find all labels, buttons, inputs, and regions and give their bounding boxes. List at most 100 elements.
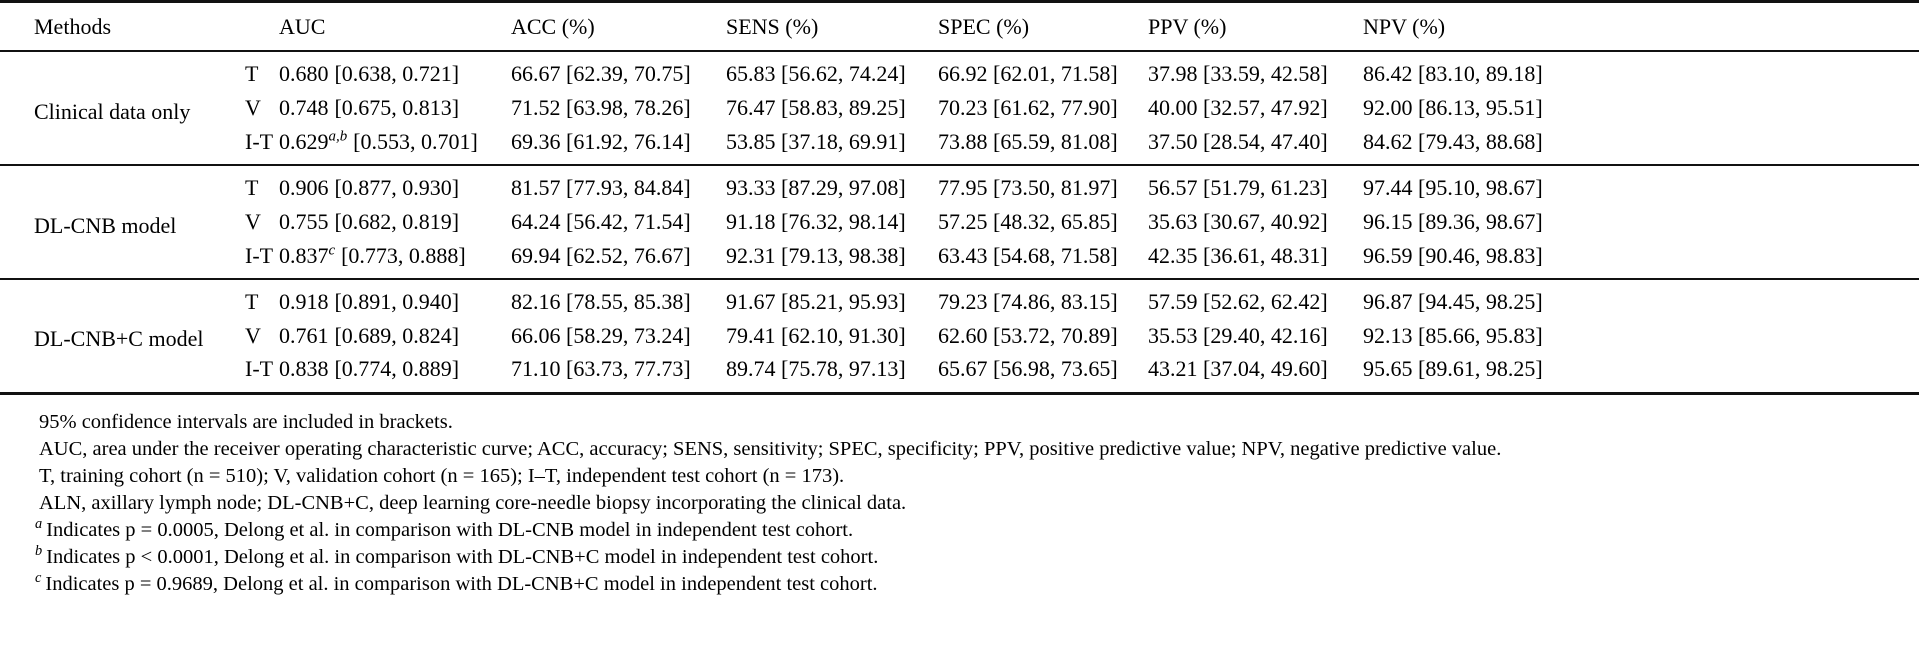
- cell-ppv: 56.57 [51.79, 61.23]: [1148, 175, 1328, 200]
- footnote-text: Indicates p = 0.9689, Delong et al. in c…: [45, 572, 878, 595]
- group-dl-cnb-model: DL-CNB model T 0.906 [0.877, 0.930] 81.57…: [0, 165, 1919, 279]
- cohort-label: I-T: [245, 242, 274, 268]
- cell-spec: 66.92 [62.01, 71.58]: [938, 61, 1118, 86]
- table-row: V 0.761 [0.689, 0.824] 66.06 [58.29, 73.2…: [0, 317, 1919, 355]
- cell-auc: 0.755 [0.682, 0.819]: [279, 203, 511, 241]
- auc-value: 0.680: [279, 61, 329, 86]
- auc-value: 0.906: [279, 175, 329, 200]
- footnote-text: T, training cohort (n = 510); V, validat…: [39, 464, 845, 487]
- footnote-b: b Indicates p < 0.0001, Delong et al. in …: [35, 543, 1899, 571]
- cell-sens: 79.41 [62.10, 91.30]: [726, 323, 906, 348]
- auc-value: 0.918: [279, 289, 329, 314]
- table-row: DL-CNB+C model T 0.918 [0.891, 0.940] 82.…: [0, 279, 1919, 351]
- cell-sens: 91.67 [85.21, 95.93]: [726, 289, 906, 314]
- footnote-cohorts: T, training cohort (n = 510); V, validat…: [35, 463, 1899, 490]
- footnote-text: AUC, area under the receiver operating c…: [39, 437, 1502, 460]
- cell-sens: 93.33 [87.29, 97.08]: [726, 175, 906, 200]
- footnotes-block: 95% confidence intervals are included in…: [0, 395, 1919, 598]
- cell-sens: 89.74 [75.78, 97.13]: [726, 356, 906, 382]
- cell-npv: 84.62 [79.43, 88.68]: [1363, 128, 1543, 154]
- cell-sens: 53.85 [37.18, 69.91]: [726, 128, 906, 154]
- cell-sens: 91.18 [76.32, 98.14]: [726, 209, 906, 234]
- cell-npv: 92.00 [86.13, 95.51]: [1363, 95, 1543, 120]
- cell-ppv: 40.00 [32.57, 47.92]: [1148, 95, 1328, 120]
- cell-acc: 82.16 [78.55, 85.38]: [511, 289, 691, 314]
- cell-spec: 65.67 [56.98, 73.65]: [938, 356, 1118, 382]
- cohort-label: V: [245, 209, 261, 234]
- header-sens: SENS (%): [726, 14, 819, 39]
- table-header-row: Methods AUC ACC (%) SENS (%) SPEC (%) PP…: [0, 1, 1919, 52]
- cell-sens: 65.83 [56.62, 74.24]: [726, 61, 906, 86]
- cell-sens: 92.31 [79.13, 98.38]: [726, 242, 906, 268]
- footnote-c: c Indicates p = 0.9689, Delong et al. in …: [35, 570, 1899, 598]
- cell-ppv: 42.35 [36.61, 48.31]: [1148, 242, 1328, 268]
- cell-acc: 71.10 [63.73, 77.73]: [511, 356, 691, 382]
- cell-ppv: 43.21 [37.04, 49.60]: [1148, 356, 1328, 382]
- auc-ci: [0.891, 0.940]: [334, 289, 460, 314]
- method-label: DL-CNB+C model: [34, 326, 204, 352]
- table-row: I-T 0.837c [0.773, 0.888] 69.94 [62.52, 7…: [0, 241, 1919, 279]
- cell-auc: 0.838 [0.774, 0.889]: [279, 355, 511, 393]
- cohort-label: V: [245, 323, 261, 348]
- table-row: I-T 0.838 [0.774, 0.889] 71.10 [63.73, 77…: [0, 355, 1919, 393]
- header-auc: AUC: [279, 14, 326, 39]
- cell-ppv: 35.63 [30.67, 40.92]: [1148, 209, 1328, 234]
- header-cohort: [245, 2, 279, 52]
- header-ppv: PPV (%): [1148, 14, 1227, 39]
- cell-acc: 69.36 [61.92, 76.14]: [511, 128, 691, 154]
- group-dl-cnb-plus-c-model: DL-CNB+C model T 0.918 [0.891, 0.940] 82.…: [0, 279, 1919, 393]
- footnote-text: Indicates p < 0.0001, Delong et al. in c…: [46, 545, 879, 568]
- footnote-aln: ALN, axillary lymph node; DL-CNB+C, deep…: [35, 490, 1899, 517]
- cell-ppv: 37.50 [28.54, 47.40]: [1148, 128, 1328, 154]
- cell-npv: 97.44 [95.10, 98.67]: [1363, 175, 1543, 200]
- auc-value: 0.837: [279, 242, 329, 268]
- table-row: I-T 0.629a,b [0.553, 0.701] 69.36 [61.92,…: [0, 127, 1919, 165]
- auc-ci: [0.682, 0.819]: [334, 209, 460, 234]
- cell-spec: 62.60 [53.72, 70.89]: [938, 323, 1118, 348]
- cohort-label: T: [245, 61, 259, 86]
- auc-ci: [0.774, 0.889]: [334, 356, 460, 382]
- method-label: DL-CNB model: [34, 212, 177, 238]
- footnote-marker: a: [35, 515, 43, 532]
- footnote-text: 95% confidence intervals are included in…: [39, 410, 453, 433]
- auc-superscript: c: [328, 242, 336, 259]
- cohort-label: I-T: [245, 356, 274, 382]
- cell-acc: 66.06 [58.29, 73.24]: [511, 323, 691, 348]
- cell-acc: 69.94 [62.52, 76.67]: [511, 242, 691, 268]
- cell-npv: 86.42 [83.10, 89.18]: [1363, 61, 1543, 86]
- cell-spec: 70.23 [61.62, 77.90]: [938, 95, 1118, 120]
- cell-auc: 0.837c [0.773, 0.888]: [279, 241, 511, 279]
- cell-spec: 77.95 [73.50, 81.97]: [938, 175, 1118, 200]
- auc-ci: [0.553, 0.701]: [353, 128, 478, 154]
- cell-npv: 96.59 [90.46, 98.83]: [1363, 242, 1543, 268]
- cell-npv: 95.65 [89.61, 98.25]: [1363, 356, 1543, 382]
- auc-ci: [0.638, 0.721]: [334, 61, 460, 86]
- header-acc: ACC (%): [511, 14, 595, 39]
- header-methods: Methods: [34, 14, 111, 39]
- cell-auc: 0.761 [0.689, 0.824]: [279, 317, 511, 355]
- results-table: Methods AUC ACC (%) SENS (%) SPEC (%) PP…: [0, 1, 1919, 393]
- table-row: Clinical data only T 0.680 [0.638, 0.721]…: [0, 51, 1919, 124]
- cell-auc: 0.748 [0.675, 0.813]: [279, 89, 511, 127]
- footnote-a: a Indicates p = 0.0005, Delong et al. in …: [35, 515, 1899, 544]
- cell-spec: 73.88 [65.59, 81.08]: [938, 128, 1118, 154]
- cohort-label: T: [245, 289, 259, 314]
- cell-auc: 0.680 [0.638, 0.721]: [279, 51, 511, 89]
- cell-auc: 0.629a,b [0.553, 0.701]: [279, 127, 511, 165]
- cohort-label: T: [245, 175, 259, 200]
- auc-value: 0.761: [279, 323, 329, 348]
- table-row: DL-CNB model T 0.906 [0.877, 0.930] 81.57…: [0, 165, 1919, 238]
- cell-sens: 76.47 [58.83, 89.25]: [726, 95, 906, 120]
- cell-npv: 96.87 [94.45, 98.25]: [1363, 289, 1543, 314]
- table-row: V 0.748 [0.675, 0.813] 71.52 [63.98, 78.2…: [0, 89, 1919, 127]
- auc-ci: [0.689, 0.824]: [334, 323, 460, 348]
- cell-npv: 92.13 [85.66, 95.83]: [1363, 323, 1543, 348]
- auc-value: 0.748: [279, 95, 329, 120]
- auc-ci: [0.773, 0.888]: [341, 242, 466, 268]
- auc-value: 0.629: [279, 128, 329, 154]
- cell-acc: 66.67 [62.39, 70.75]: [511, 61, 691, 86]
- header-spec: SPEC (%): [938, 14, 1030, 39]
- footnote-text: Indicates p = 0.0005, Delong et al. in c…: [46, 518, 854, 541]
- method-label: Clinical data only: [34, 98, 191, 124]
- auc-superscript: a,b: [328, 128, 348, 145]
